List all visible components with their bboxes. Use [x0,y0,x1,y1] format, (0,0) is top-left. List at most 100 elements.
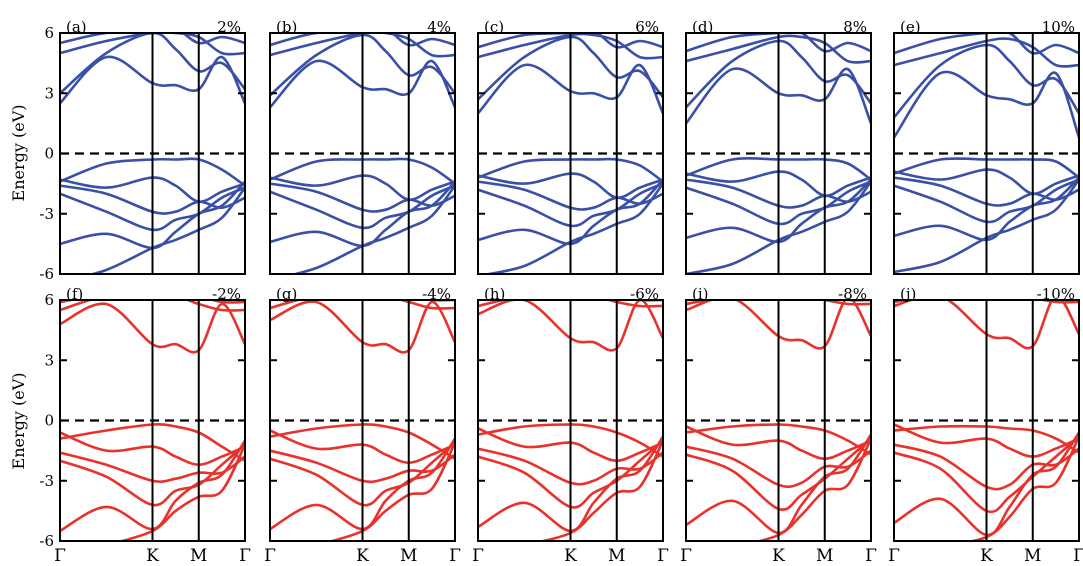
band-line-3 [60,184,245,215]
band-group [478,33,663,274]
band-line-5 [60,423,245,462]
strain-label: 4% [427,18,451,36]
k-point-label: Γ [239,546,251,566]
k-point-label: K [564,546,577,566]
panel-f: (f) -2%630-3-6Γ K M Γ [39,285,251,566]
band-line-2 [894,435,1079,514]
band-line-3 [270,182,455,213]
band-line-5 [894,157,1079,179]
y-tick-label: -3 [39,472,54,490]
band-line-6 [60,55,245,105]
band-line-2 [686,437,871,511]
band-line-6 [894,70,1079,139]
y-tick-label: -6 [39,532,54,550]
band-line-0 [88,186,245,274]
band-line-2 [686,180,871,226]
panel-d: (d) 8% [685,18,872,275]
k-point-label: M [816,546,833,566]
band-line-8 [270,33,455,58]
band-line-6 [270,300,455,354]
k-point-label: Γ [888,546,900,566]
band-line-4 [686,425,871,460]
band-line-5 [686,423,871,456]
band-line-5 [478,423,663,458]
band-line-0 [117,444,245,541]
panel-e: (e) 10% [893,18,1080,275]
panels-layer: (a) 2% 6 3 0 -3 -6 (b) 4% (c) 6% (d) 8% (e) 10% (f) -2% 6… [39,18,1083,566]
band-line-3 [478,447,663,486]
k-point-label: Γ [865,546,877,566]
strain-label: 8% [843,18,867,36]
panel-a: (a) 2% 6 3 0 -3 -6 [39,18,246,283]
k-point-label: Γ [264,546,276,566]
band-line-4 [478,427,663,462]
band-line-7 [270,33,455,97]
band-line-0 [754,438,871,541]
panel-letter: (g) [276,285,297,303]
band-line-4 [686,170,871,198]
k-point-label: Γ [657,546,669,566]
band-line-0 [290,184,455,274]
band-line-9 [894,33,1079,55]
band-line-3 [270,449,455,484]
band-group [270,33,455,274]
k-point-label: M [190,546,207,566]
y-tick-label: -6 [39,265,54,283]
y-tick-label: 3 [44,84,54,102]
band-group [894,33,1079,274]
band-line-8 [60,300,245,304]
band-group [270,300,455,541]
panel-frame [685,299,872,542]
panel-frame [477,299,664,542]
band-line-0 [327,442,455,541]
k-point-label: K [356,546,369,566]
y-tick-label: 3 [44,351,54,369]
band-line-0 [686,180,871,274]
strain-label: -10% [1037,285,1075,303]
panel-letter: (c) [484,18,504,36]
panel-frame [893,32,1080,275]
k-point-label: M [608,546,625,566]
band-line-6 [270,59,455,109]
band-line-7 [270,300,455,310]
band-line-9 [270,33,455,47]
panel-b: (b) 4% [269,18,456,275]
panel-frame [893,299,1080,542]
band-group [60,300,245,541]
band-line-5 [270,157,455,185]
k-point-label: K [146,546,159,566]
panel-letter: (e) [900,18,921,36]
band-line-5 [270,423,455,460]
band-line-4 [894,423,1079,458]
band-line-7 [60,300,245,312]
band-line-9 [478,33,663,49]
strain-label: -4% [422,285,451,303]
panel-frame [477,32,664,275]
band-line-1 [686,433,871,535]
band-line-7 [478,35,663,101]
y-tick-label: 0 [44,412,54,430]
band-line-9 [686,33,871,53]
band-line-3 [894,443,1079,491]
band-line-2 [60,186,245,232]
band-line-6 [478,300,663,352]
band-line-1 [60,180,245,250]
band-line-1 [478,435,663,533]
y-tick-label: 6 [44,24,54,42]
band-line-6 [686,300,871,350]
panel-c: (c) 6% [477,18,664,275]
panel-frame [685,32,872,275]
y-tick-label: 0 [44,145,54,163]
panel-g: (g) -4% Γ K M Γ [264,285,461,566]
band-group [478,300,663,541]
band-line-4 [478,172,663,200]
panel-frame [269,32,456,275]
panel-letter: (f) [66,285,83,303]
y-axis-label-bottom: Energy (eV) [9,373,28,470]
band-line-8 [478,33,663,60]
band-group [60,33,245,274]
y-axis-label-top: Energy (eV) [9,105,28,202]
k-point-label: M [1024,546,1041,566]
band-line-7 [478,300,663,308]
